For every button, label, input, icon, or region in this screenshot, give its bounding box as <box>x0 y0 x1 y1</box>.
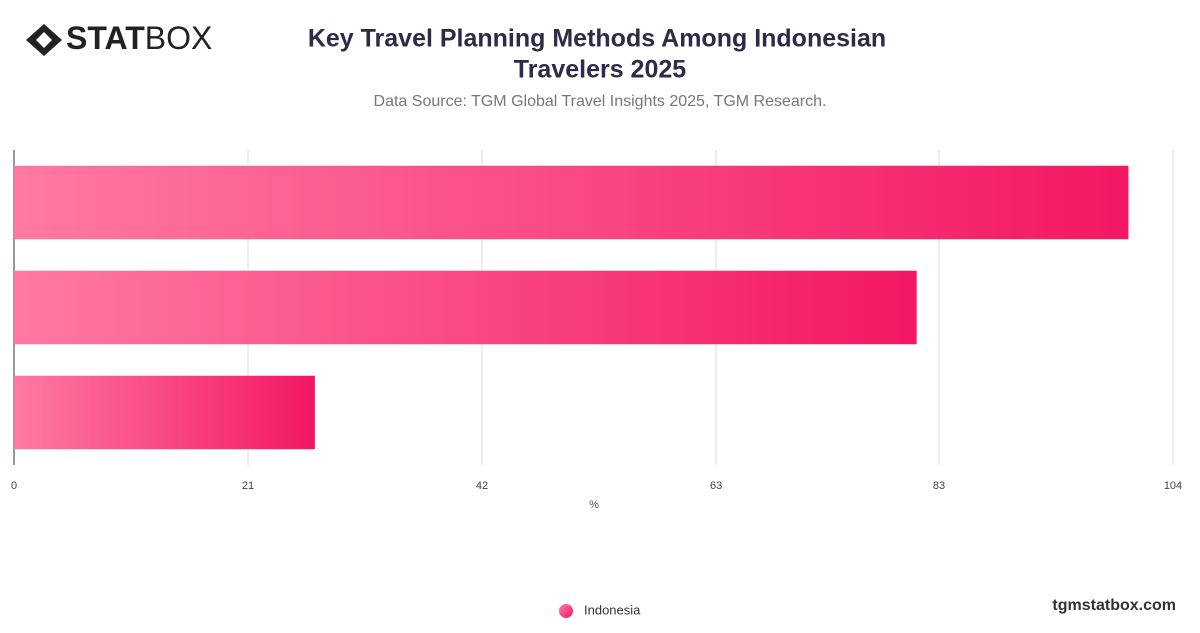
logo: STATBOX <box>26 20 212 56</box>
x-tick-label: 42 <box>476 480 488 492</box>
footer: tgmstatbox.com <box>1052 597 1176 614</box>
bar <box>14 270 917 345</box>
bar <box>14 165 1129 240</box>
bar <box>14 375 315 450</box>
x-tick-label: 104 <box>1164 480 1182 492</box>
legend-marker <box>559 604 573 618</box>
chart-title: Key Travel Planning Methods Among Indone… <box>308 25 886 53</box>
chart-title: Travelers 2025 <box>514 56 686 84</box>
legend-label: Indonesia <box>584 602 641 617</box>
logo-light: BOX <box>145 20 213 56</box>
x-tick-label: 83 <box>933 480 945 492</box>
logo-text: STATBOX <box>66 20 212 56</box>
x-tick-label: 63 <box>710 480 722 492</box>
x-axis-label: % <box>589 499 599 511</box>
x-tick-label: 21 <box>242 480 254 492</box>
chart-subtitle: Data Source: TGM Global Travel Insights … <box>374 93 827 110</box>
logo-bold: STAT <box>66 20 145 56</box>
logo-icon-inner <box>36 32 52 48</box>
x-tick-label: 0 <box>11 480 17 492</box>
